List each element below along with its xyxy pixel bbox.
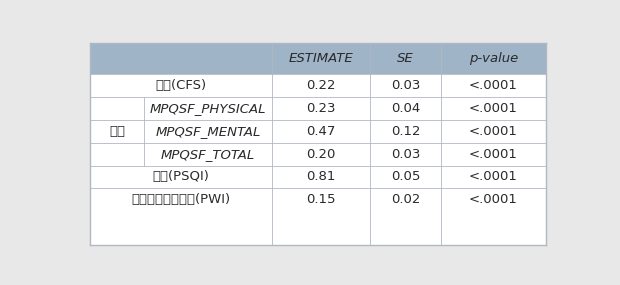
Text: <.0001: <.0001 [469, 148, 518, 161]
Text: 0.22: 0.22 [306, 79, 336, 92]
Text: SE: SE [397, 52, 414, 65]
Text: <.0001: <.0001 [469, 170, 518, 184]
Text: 0.04: 0.04 [391, 102, 420, 115]
Text: MPQSF_MENTAL: MPQSF_MENTAL [156, 125, 261, 138]
Text: 통증: 통증 [109, 125, 125, 138]
Text: ESTIMATE: ESTIMATE [289, 52, 353, 65]
Text: <.0001: <.0001 [469, 193, 518, 206]
Text: 0.03: 0.03 [391, 79, 420, 92]
Text: MPQSF_PHYSICAL: MPQSF_PHYSICAL [150, 102, 267, 115]
Text: 0.81: 0.81 [306, 170, 336, 184]
Text: <.0001: <.0001 [469, 79, 518, 92]
Text: 0.05: 0.05 [391, 170, 420, 184]
Text: p-value: p-value [469, 52, 518, 65]
Text: 0.47: 0.47 [306, 125, 336, 138]
Text: 0.15: 0.15 [306, 193, 336, 206]
Bar [89, 43, 546, 74]
Text: 0.03: 0.03 [391, 148, 420, 161]
Text: 0.02: 0.02 [391, 193, 420, 206]
Text: 0.12: 0.12 [391, 125, 420, 138]
Text: <.0001: <.0001 [469, 125, 518, 138]
Text: 0.23: 0.23 [306, 102, 336, 115]
Text: 사회심리스트레스(PWI): 사회심리스트레스(PWI) [131, 193, 231, 206]
Text: 피로(CFS): 피로(CFS) [155, 79, 206, 92]
Text: 0.20: 0.20 [306, 148, 336, 161]
Text: <.0001: <.0001 [469, 102, 518, 115]
Text: 수면(PSQI): 수면(PSQI) [153, 170, 209, 184]
Text: MPQSF_TOTAL: MPQSF_TOTAL [161, 148, 255, 161]
